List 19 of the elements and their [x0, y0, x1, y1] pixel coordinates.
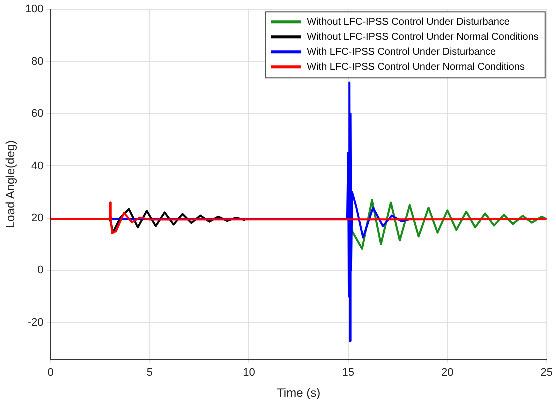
y-tick-label: 0 [38, 264, 44, 277]
y-tick-label: 80 [32, 56, 44, 68]
x-axis-title: Time (s) [277, 386, 321, 400]
y-tick-label: 20 [32, 212, 44, 224]
x-tick-label: 20 [442, 367, 454, 380]
y-axis-title: Load Angle(deg) [4, 140, 18, 229]
x-tick-label: 0 [48, 367, 54, 380]
y-tick-label: -20 [28, 316, 44, 329]
x-tick-label: 5 [146, 367, 154, 380]
x-tick-label: 25 [540, 367, 554, 380]
y-tick-label: 40 [32, 160, 44, 172]
legend-label: With LFC-IPSS Control Under Normal Conditions [307, 62, 525, 73]
x-tick-label: 10 [243, 367, 256, 380]
x-tick-label: 15 [342, 367, 355, 380]
y-tick-label: 100 [25, 4, 44, 16]
legend-label: Without LFC-IPSS Control Under Normal Conditions [307, 32, 539, 43]
legend-label: Without LFC-IPSS Control Under Disturbance [307, 16, 510, 28]
legend-label: With LFC-IPSS Control Under Disturbance [307, 46, 497, 58]
y-tick-label: 60 [32, 108, 44, 120]
